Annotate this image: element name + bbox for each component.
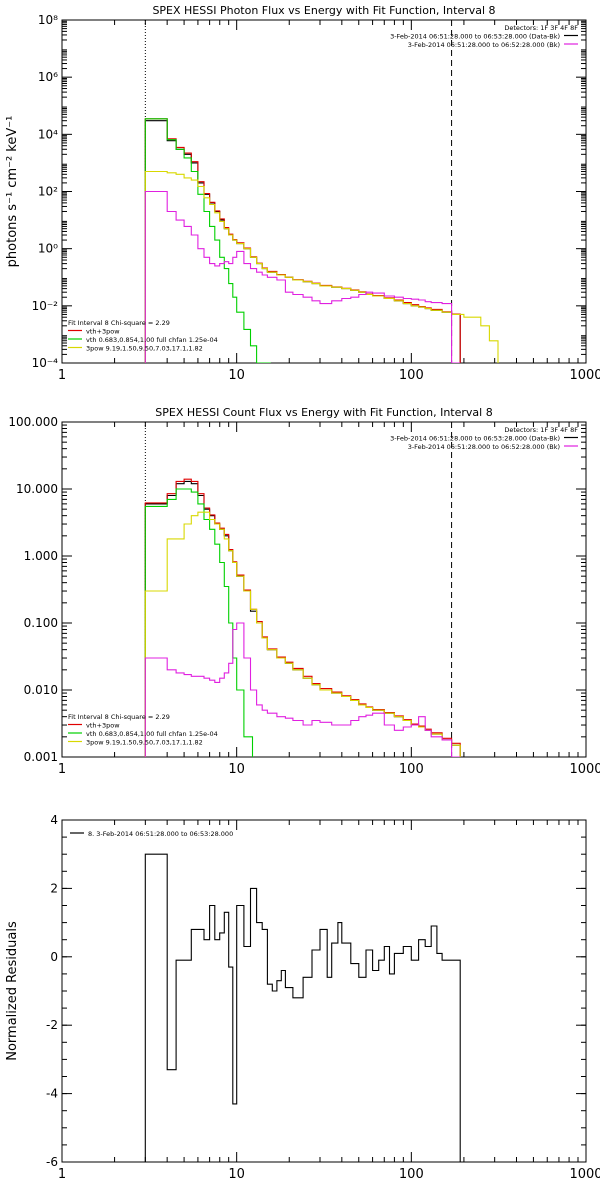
y-tick-label: 10⁸: [38, 13, 58, 27]
legend-label: vth 0.683,0.854,1.00 full chfan 1.25e-04: [86, 730, 218, 738]
series-line-1: [144, 120, 461, 363]
x-tick-label: 100: [399, 1167, 424, 1182]
x-tick-label: 1: [58, 368, 66, 383]
x-tick-label: 1: [58, 1167, 66, 1182]
y-tick-label: -4: [46, 1087, 58, 1101]
series-line-2: [144, 478, 461, 757]
series-line-5: [144, 190, 461, 363]
legend-label: 3-Feb-2014 06:51:28.000 to 06:53:28.000 …: [390, 435, 560, 443]
legend-top-left: 8. 3-Feb-2014 06:51:28.000 to 06:53:28.0…: [70, 830, 233, 838]
y-tick-label: 10⁴: [38, 127, 58, 141]
x-tick-label: 100: [399, 368, 424, 383]
y-tick-label: 10⁰: [38, 242, 58, 256]
legend-top-right: Detectors: 1F 3F 4F 8F3-Feb-2014 06:51:2…: [390, 24, 578, 49]
legend-label: 3pow 9.19,1.50,9.50,7.03,17.1,1.82: [86, 739, 203, 747]
legend-label: 3-Feb-2014 06:51:28.000 to 06:52:28.000 …: [408, 41, 560, 49]
series-group: [144, 853, 461, 1162]
series-line-1: [144, 853, 461, 1162]
y-tick-label: 100.000: [8, 415, 58, 429]
plot-frame: [61, 421, 587, 758]
legend-bottom-left: Fit Interval 8 Chi-square = 2.29vth+3pow…: [68, 319, 218, 353]
y-tick-label: 0.001: [24, 750, 58, 764]
x-tick-label: 1000: [569, 762, 600, 777]
y-tick-label: 0.100: [24, 616, 58, 630]
legend-label: 3pow 9.19,1.50,9.50,7.03,17.1,1.82: [86, 345, 203, 353]
series-line-2: [144, 118, 461, 363]
chart-title: SPEX HESSI Photon Flux vs Energy with Fi…: [152, 4, 495, 17]
y-tick-label: 10⁶: [38, 70, 58, 84]
legend-header: Fit Interval 8 Chi-square = 2.29: [68, 319, 170, 327]
y-tick-label: 0.010: [24, 683, 58, 697]
y-axis-label: photons s⁻¹ cm⁻² keV⁻¹: [5, 116, 20, 268]
legend-header: Detectors: 1F 3F 4F 8F: [504, 426, 578, 434]
series-line-3: [144, 488, 254, 757]
legend-bottom-left: Fit Interval 8 Chi-square = 2.29vth+3pow…: [68, 713, 218, 747]
plot-frame: [61, 819, 587, 1163]
chart-panel-3: 1 10 100 1000 -6 -4 -2 0 2 4 Normalized Residuals 8…: [5, 813, 600, 1182]
series-line-3: [144, 118, 271, 363]
series-group: [144, 118, 499, 363]
y-tick-label: 10.000: [16, 482, 58, 496]
legend-label: 8. 3-Feb-2014 06:51:28.000 to 06:53:28.0…: [88, 830, 233, 838]
chart-panel-1: SPEX HESSI Photon Flux vs Energy with Fi…: [5, 4, 600, 383]
series-line-4: [144, 170, 499, 363]
series-group: [144, 478, 461, 757]
chart-title: SPEX HESSI Count Flux vs Energy with Fit…: [155, 406, 492, 419]
plot-frame: [61, 19, 587, 364]
y-tick-label: 10⁻⁴: [32, 356, 59, 370]
x-tick-label: 1: [58, 762, 66, 777]
series-line-1: [144, 480, 461, 757]
y-tick-label: 0: [50, 950, 58, 964]
legend-label: vth 0.683,0.854,1.00 full chfan 1.25e-04: [86, 336, 218, 344]
legend-label: 3-Feb-2014 06:51:28.000 to 06:53:28.000 …: [390, 33, 560, 41]
chart-panel-2: SPEX HESSI Count Flux vs Energy with Fit…: [8, 406, 600, 777]
legend-label: vth+3pow: [86, 722, 120, 730]
x-tick-label: 100: [399, 762, 424, 777]
x-tick-label: 1000: [569, 368, 600, 383]
y-tick-label: 2: [50, 881, 58, 895]
y-tick-label: 1.000: [24, 549, 58, 563]
y-axis-label: Normalized Residuals: [5, 921, 20, 1061]
legend-top-right: Detectors: 1F 3F 4F 8F3-Feb-2014 06:51:2…: [390, 426, 578, 451]
x-tick-label: 10: [228, 368, 245, 383]
y-tick-label: 4: [50, 813, 58, 827]
x-tick-label: 10: [228, 762, 245, 777]
legend-label: vth+3pow: [86, 328, 120, 336]
y-tick-label: 10⁻²: [32, 299, 59, 313]
y-tick-label: -2: [46, 1018, 58, 1032]
y-tick-label: -6: [46, 1155, 58, 1169]
x-tick-label: 1000: [569, 1167, 600, 1182]
x-tick-label: 10: [228, 1167, 245, 1182]
series-line-5: [144, 622, 461, 757]
y-tick-label: 10²: [38, 185, 58, 199]
series-line-4: [144, 511, 461, 757]
legend-header: Fit Interval 8 Chi-square = 2.29: [68, 713, 170, 721]
legend-header: Detectors: 1F 3F 4F 8F: [504, 24, 578, 32]
legend-label: 3-Feb-2014 06:51:28.000 to 06:52:28.000 …: [408, 443, 560, 451]
